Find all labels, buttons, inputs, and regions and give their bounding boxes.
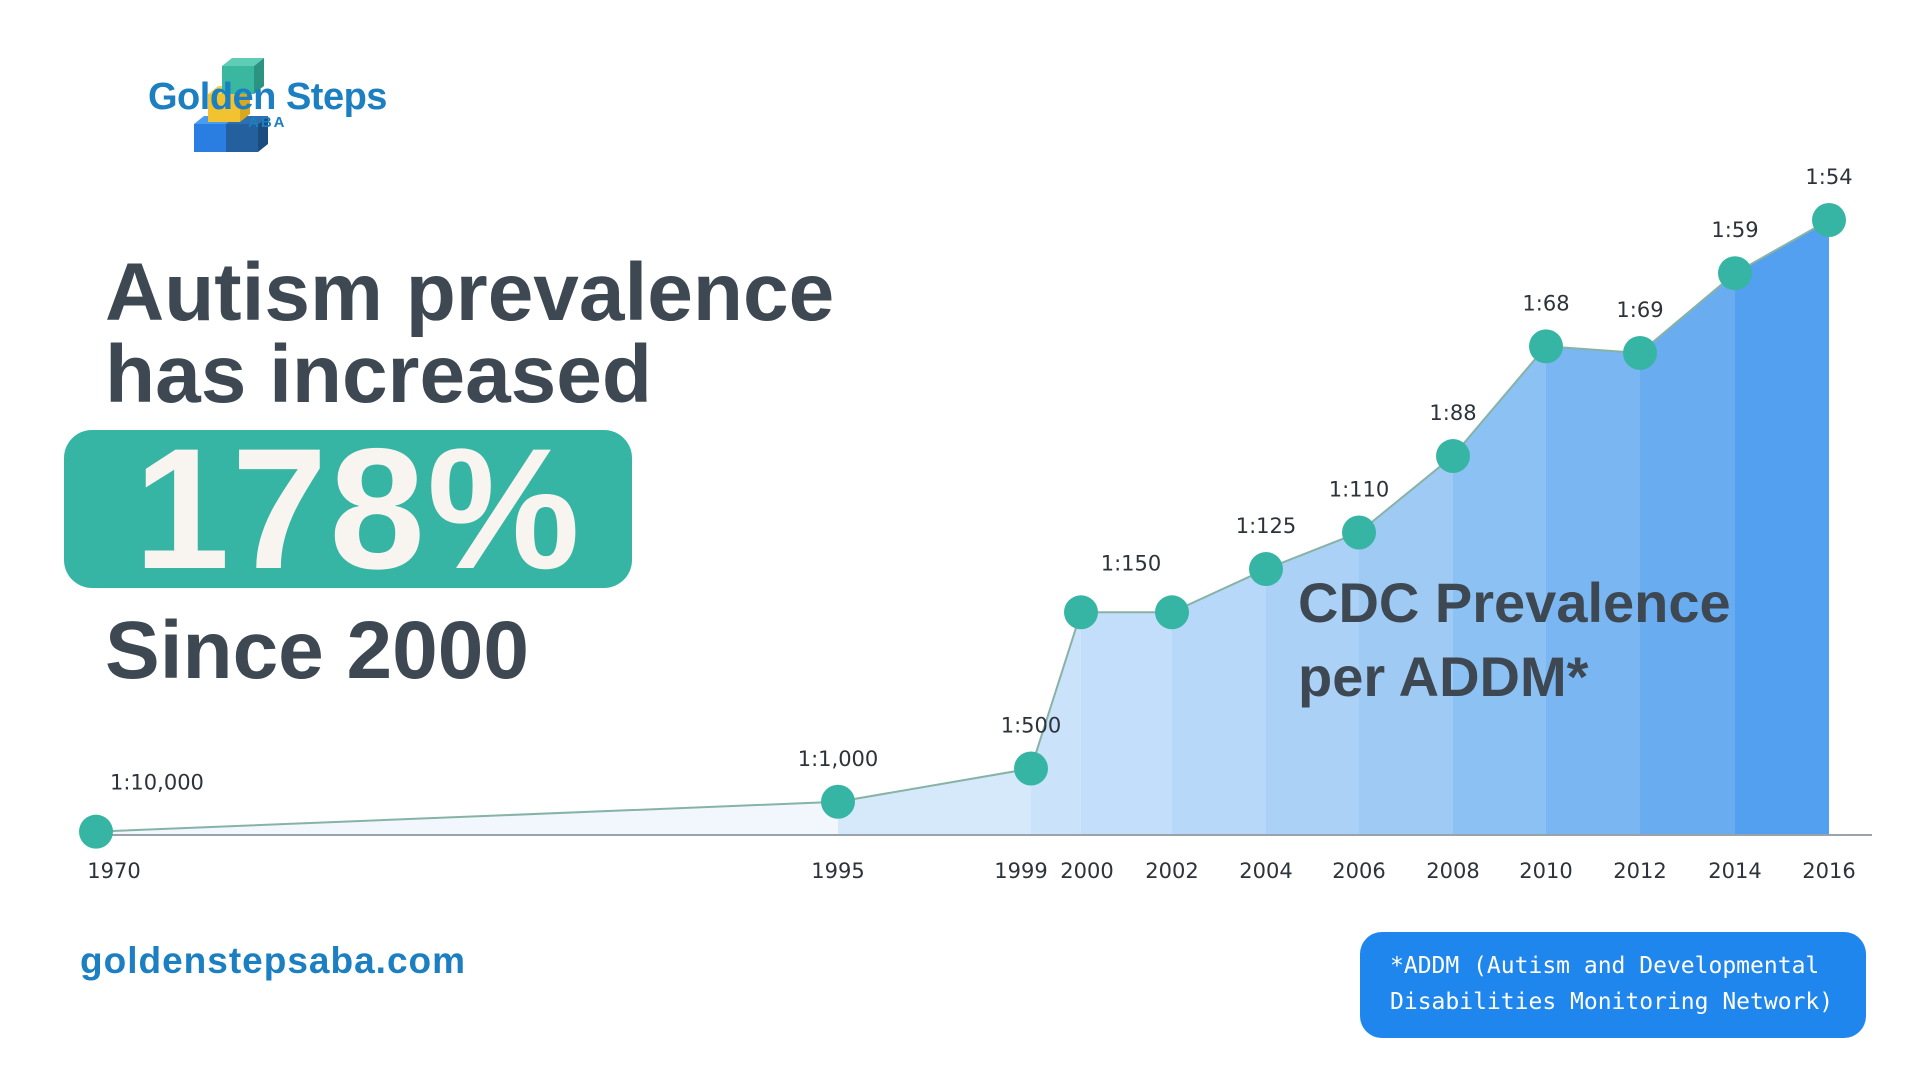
data-label: 1:68 <box>1522 291 1569 315</box>
series-line <box>95 219 1830 833</box>
data-point <box>79 814 113 849</box>
data-label: 1:110 <box>1329 477 1390 501</box>
percent-value: 178% <box>134 413 582 605</box>
chart-title-line-2: per ADDM* <box>1298 645 1589 708</box>
data-label: 1:69 <box>1616 298 1663 322</box>
data-label: 1:88 <box>1429 401 1476 425</box>
data-label: 1:150 <box>1101 551 1162 575</box>
area-segment <box>1359 456 1453 835</box>
data-point <box>1529 329 1563 364</box>
data-label: 1:1,000 <box>798 747 879 771</box>
data-label: 1:500 <box>1001 714 1062 738</box>
x-tick-label: 2004 <box>1239 859 1292 883</box>
chart-title-line-1: CDC Prevalence <box>1298 571 1731 634</box>
x-tick-label: 2000 <box>1060 859 1113 883</box>
x-tick-label: 2014 <box>1708 859 1761 883</box>
data-point <box>1064 595 1098 630</box>
area-segment <box>1640 273 1735 835</box>
data-point <box>1718 256 1752 291</box>
data-point <box>1623 335 1657 370</box>
footnote-line-1: *ADDM (Autism and Developmental <box>1390 953 1820 979</box>
area-segment <box>1546 346 1640 835</box>
data-label: 1:10,000 <box>110 771 204 795</box>
x-tick-label: 2012 <box>1613 859 1666 883</box>
area-segment <box>1453 346 1546 835</box>
x-tick-label: 1970 <box>87 859 140 883</box>
data-label: 1:59 <box>1711 218 1758 242</box>
data-point <box>1155 595 1189 630</box>
x-tick-label: 1999 <box>994 859 1047 883</box>
footnote-box: *ADDM (Autism and Developmental Disabili… <box>1360 932 1866 1038</box>
x-tick-label: 2008 <box>1426 859 1479 883</box>
x-tick-label: 2006 <box>1332 859 1385 883</box>
percent-badge: 178% <box>64 413 632 605</box>
area-segment <box>1172 569 1266 835</box>
area-segment <box>1081 612 1172 835</box>
since-text: Since 2000 <box>105 605 529 696</box>
brand-name: Golden Steps <box>148 76 387 118</box>
x-tick-label: 1995 <box>811 859 864 883</box>
data-point <box>1812 203 1846 237</box>
area-segment <box>1266 532 1359 835</box>
x-tick-label: 2002 <box>1145 859 1198 883</box>
data-point <box>1436 439 1470 474</box>
logo-icon <box>194 58 268 152</box>
data-point <box>1342 515 1376 550</box>
area-segment <box>1735 220 1829 835</box>
headline: Autism prevalence has increased <box>105 252 834 416</box>
x-tick-label: 2016 <box>1802 859 1855 883</box>
headline-line-1: Autism prevalence <box>105 247 835 338</box>
chart-title: CDC Prevalence per ADDM* <box>1298 566 1731 714</box>
data-label: 1:54 <box>1805 165 1852 189</box>
data-point <box>821 784 855 819</box>
footnote-line-2: Disabilities Monitoring Network) <box>1390 989 1834 1015</box>
data-point <box>1014 751 1048 786</box>
website-link[interactable]: goldenstepsaba.com <box>80 940 467 981</box>
area-segment <box>838 768 1031 835</box>
data-label: 1:125 <box>1236 514 1297 538</box>
brand-subtitle: ABA <box>248 114 287 131</box>
data-point <box>1249 552 1283 587</box>
headline-line-2: has increased <box>105 329 652 420</box>
x-tick-label: 2010 <box>1519 859 1572 883</box>
